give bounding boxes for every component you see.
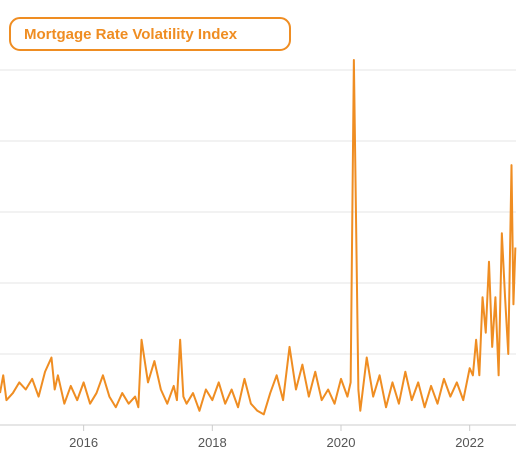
x-tick-label: 2016: [69, 435, 98, 450]
x-tick-label: 2022: [455, 435, 484, 450]
data-line: [0, 59, 517, 416]
x-tick-label: 2018: [198, 435, 227, 450]
x-tick-label: 2020: [327, 435, 356, 450]
title-box: [9, 17, 291, 51]
chart-title: Mortgage Rate Volatility Index: [24, 26, 238, 43]
